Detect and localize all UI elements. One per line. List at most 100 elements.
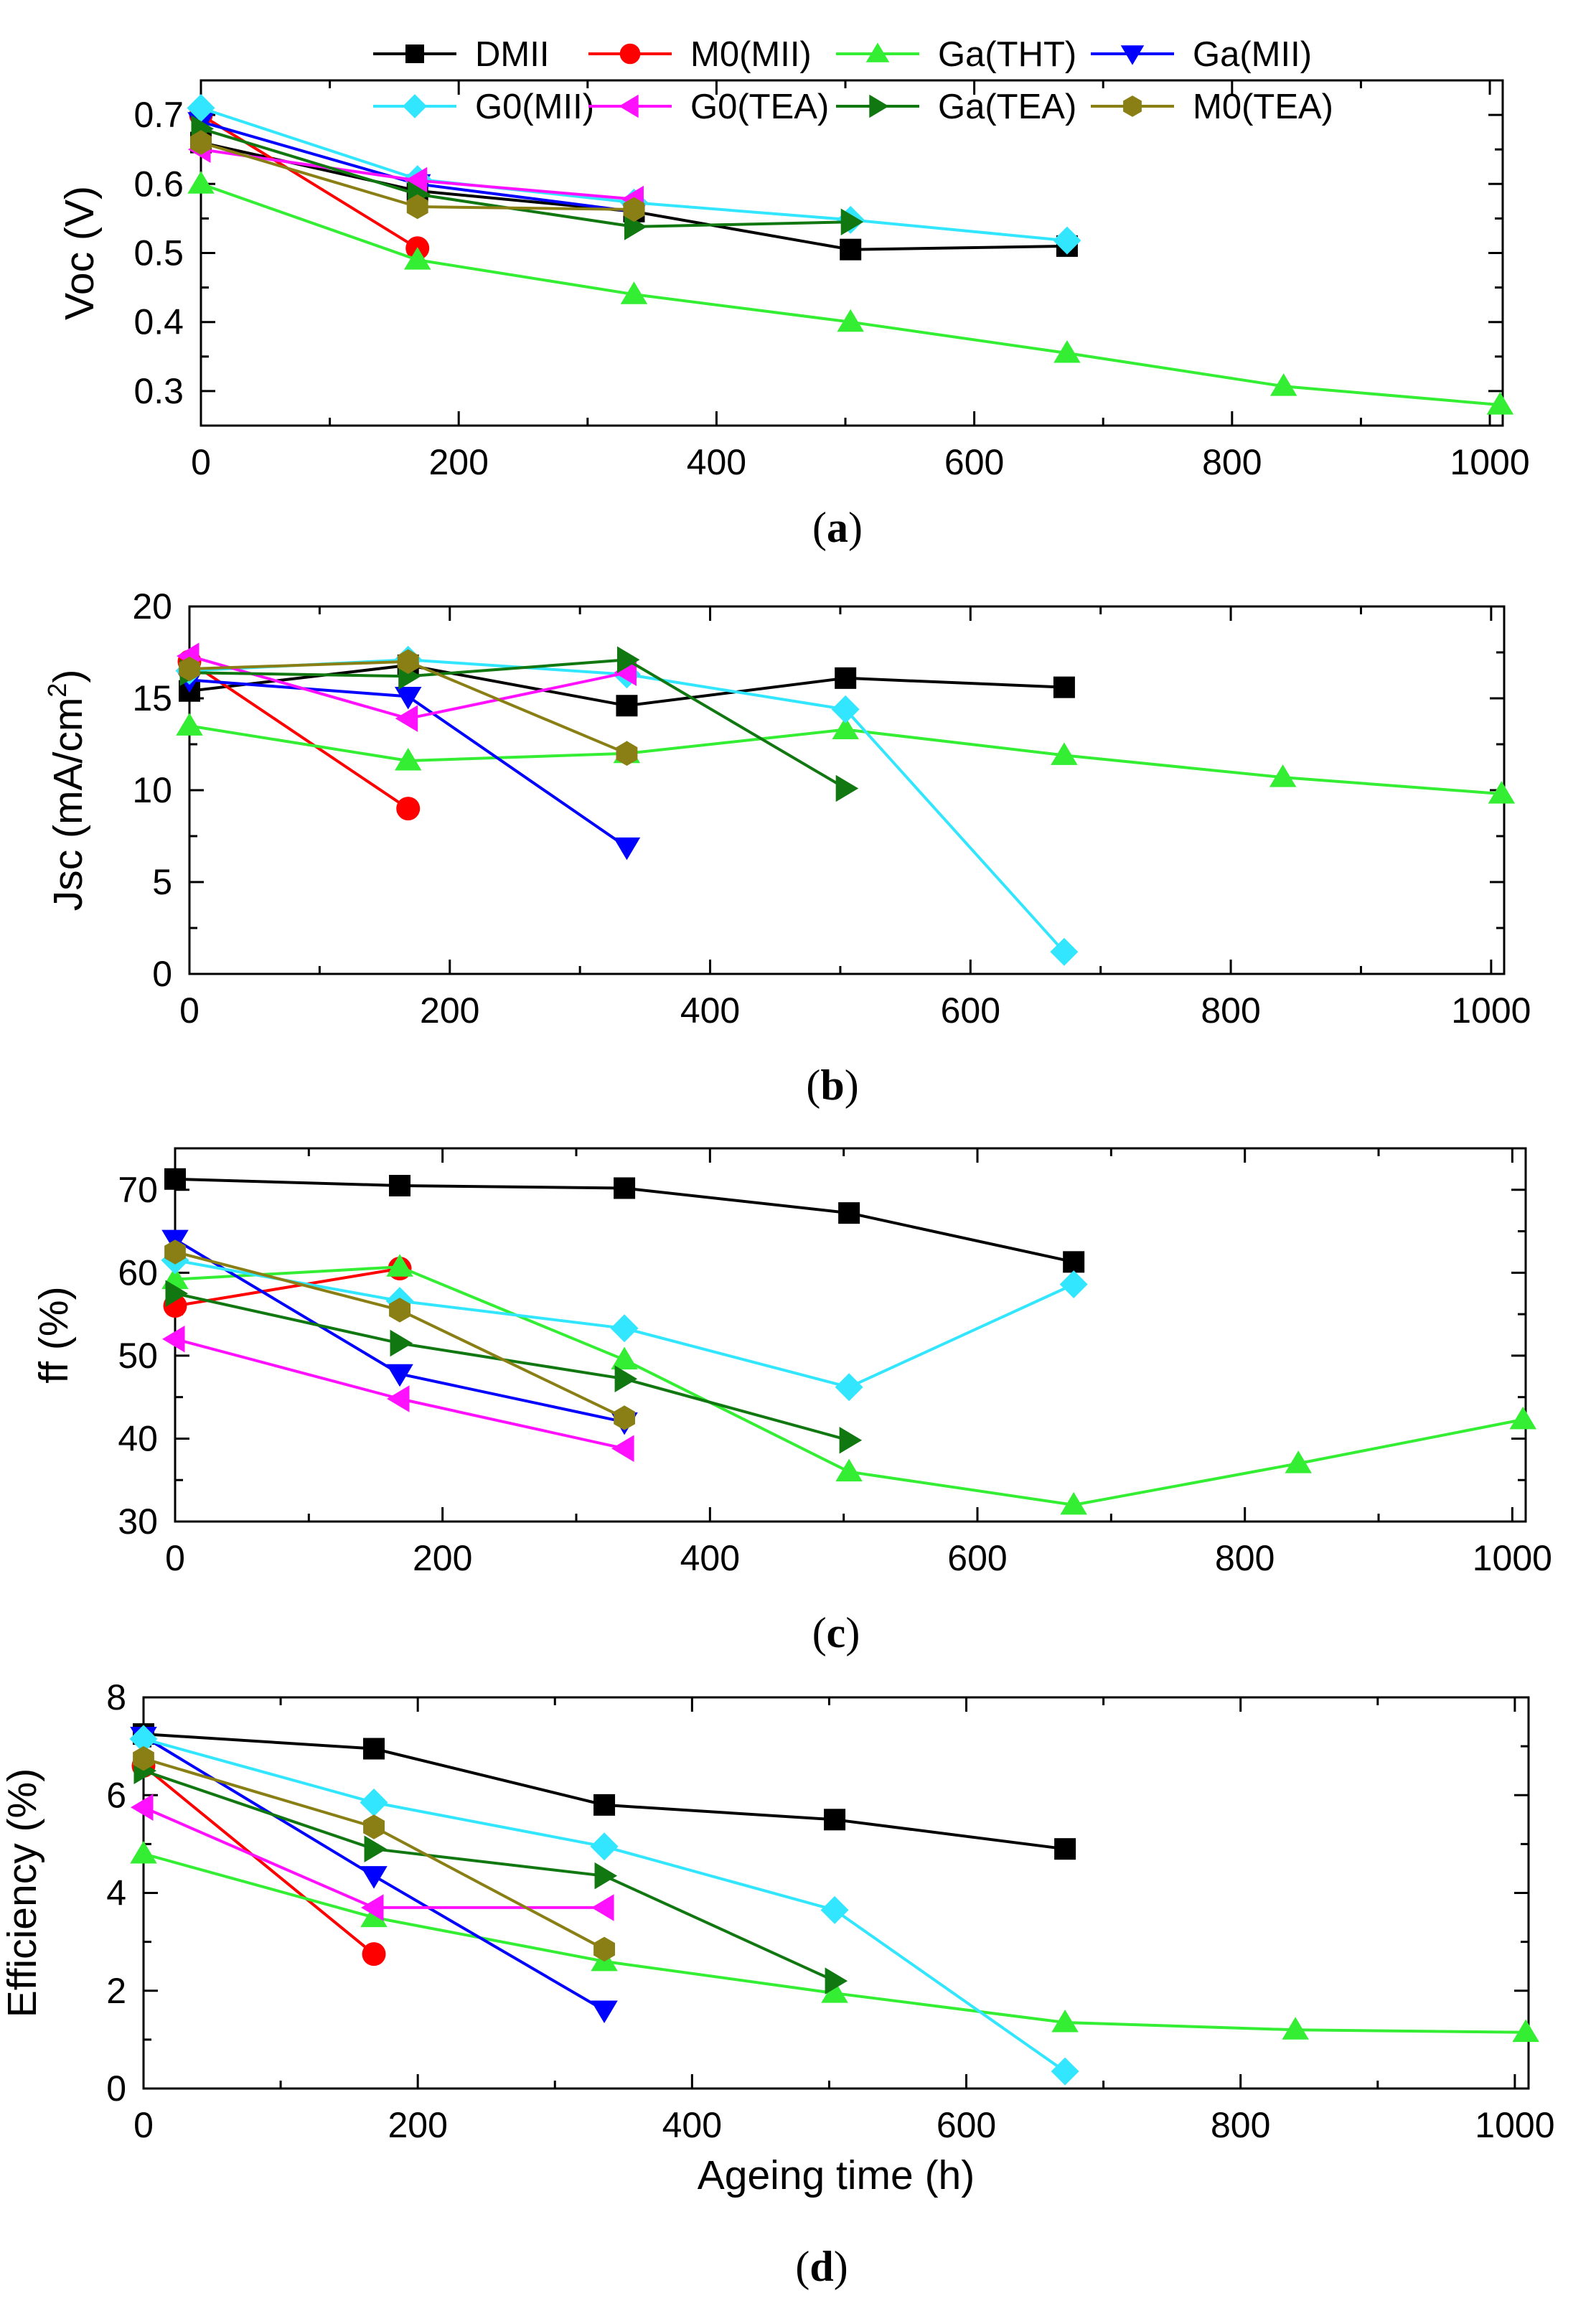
legend-marker-triangle-left-icon — [619, 94, 639, 118]
data-point — [821, 1980, 848, 2003]
series-line — [174, 1292, 850, 1442]
data-point — [1059, 1270, 1088, 1299]
y-tick-label: 50 — [118, 1336, 158, 1376]
data-point — [820, 1895, 849, 1924]
data-point — [611, 1435, 634, 1463]
data-point — [406, 194, 428, 220]
data-point — [614, 1405, 635, 1430]
series-line — [143, 1769, 835, 1982]
data-point — [396, 797, 421, 821]
y-tick-label: 6 — [106, 1775, 126, 1815]
y-tick-label: 0.5 — [133, 233, 184, 273]
x-tick-label: 0 — [165, 1538, 185, 1578]
y-tick-label: 0.6 — [133, 164, 184, 204]
data-point — [363, 1814, 385, 1839]
chart-panel-4: 0 200 400 600 800 1000 0 2 4 6 8 Efficiency (%) Agei… — [0, 1677, 1555, 2290]
x-axis-label: Ageing time (h) — [698, 2152, 975, 2198]
data-point — [187, 93, 215, 122]
series-G0(TEA) — [162, 1326, 634, 1463]
legend: DMII M0(MII) Ga(THT) Ga(MII) G0(MII) G0(TEA) G… — [373, 35, 1333, 126]
x-tick-label: 1000 — [1451, 990, 1531, 1031]
data-point — [616, 646, 640, 673]
legend-marker-diamond-icon — [403, 94, 427, 118]
data-point — [591, 1894, 614, 1921]
data-point — [838, 1202, 860, 1224]
series-line — [142, 1764, 375, 1956]
data-point — [614, 1365, 638, 1392]
series-line — [189, 658, 847, 790]
chart-panel-3: 0 200 400 600 800 1000 30 40 50 60 70 ff (%) (c) — [31, 1147, 1552, 1656]
data-point — [1053, 226, 1081, 255]
y-tick-label: 4 — [106, 1873, 126, 1913]
x-tick-label: 400 — [680, 990, 740, 1031]
legend-entry-Ga(TEA): Ga(TEA) — [836, 88, 1076, 126]
chart-panel-1: 0 200 400 600 800 1000 0.3 0.4 0.5 0.6 0.7 Voc (V) (… — [57, 79, 1530, 551]
data-point — [131, 1794, 154, 1822]
data-point — [616, 741, 638, 766]
data-point — [593, 1936, 615, 1962]
data-point — [616, 695, 638, 717]
y-tick-label: 10 — [132, 770, 172, 810]
data-point — [1060, 1491, 1087, 1515]
data-point — [387, 1385, 410, 1412]
data-point — [386, 1254, 413, 1277]
data-point — [386, 1364, 413, 1387]
x-tick-label: 800 — [1215, 1538, 1275, 1578]
data-point — [832, 716, 859, 740]
legend-entry-G0(MII): G0(MII) — [373, 88, 594, 126]
legend-label: G0(MII) — [475, 88, 594, 126]
series-G0(MII) — [175, 645, 1079, 966]
x-tick-label: 600 — [941, 990, 1000, 1031]
x-tick-label: 0 — [191, 442, 211, 482]
data-point — [1285, 1450, 1312, 1473]
series-line — [143, 1733, 1066, 1851]
data-point — [835, 1458, 863, 1482]
data-point — [1050, 937, 1079, 966]
chart-panel-2: 0 200 400 600 800 1000 0 5 10 15 20 Jsc (mA/cm2) (b) — [42, 586, 1531, 1109]
panel-caption: (c) — [812, 1609, 860, 1656]
panel-caption: (b) — [806, 1061, 858, 1109]
y-tick-label: 0.3 — [133, 371, 184, 411]
legend-marker-triangle-down-icon — [1120, 45, 1145, 65]
legend-label: Ga(THT) — [938, 35, 1076, 74]
y-tick-label: 20 — [132, 586, 172, 627]
panel-caption: (d) — [795, 2243, 848, 2290]
panel-caption: (a) — [812, 504, 863, 551]
data-point — [1488, 781, 1516, 804]
data-point — [133, 1745, 154, 1771]
data-point — [389, 1298, 410, 1323]
x-tick-label: 0 — [179, 990, 200, 1031]
x-tick-label: 400 — [680, 1538, 740, 1578]
series-M0(TEA) — [133, 1745, 615, 1962]
y-tick-label: 0 — [106, 2068, 126, 2109]
data-point — [623, 197, 645, 222]
x-tick-label: 200 — [420, 990, 479, 1031]
x-tick-label: 0 — [133, 2105, 154, 2145]
data-point — [614, 659, 637, 686]
series-Ga(THT) — [187, 171, 1514, 415]
x-tick-label: 200 — [413, 1538, 472, 1578]
series-M0(TEA) — [164, 1239, 635, 1430]
data-point — [614, 1177, 636, 1199]
series-line — [200, 113, 418, 250]
data-point — [1509, 1406, 1537, 1430]
series-Ga(THT) — [176, 713, 1516, 804]
y-axis-label: Efficiency (%) — [0, 1768, 45, 2017]
data-point — [360, 1788, 388, 1817]
data-point — [129, 1725, 158, 1753]
legend-label: Ga(MII) — [1193, 35, 1312, 74]
data-point — [593, 1794, 616, 1816]
data-point — [164, 1239, 186, 1265]
data-point — [1051, 2010, 1079, 2033]
x-tick-label: 600 — [944, 442, 1004, 482]
data-point — [1051, 2057, 1079, 2086]
x-tick-label: 1000 — [1450, 442, 1529, 482]
series-Ga(TEA) — [179, 646, 859, 802]
x-tick-label: 800 — [1211, 2105, 1270, 2145]
data-point — [1512, 2019, 1539, 2043]
x-tick-label: 1000 — [1475, 2105, 1554, 2145]
series-Ga(MII) — [130, 1727, 618, 2023]
data-point — [162, 1326, 185, 1353]
data-point — [179, 656, 200, 682]
data-point — [164, 1168, 186, 1190]
